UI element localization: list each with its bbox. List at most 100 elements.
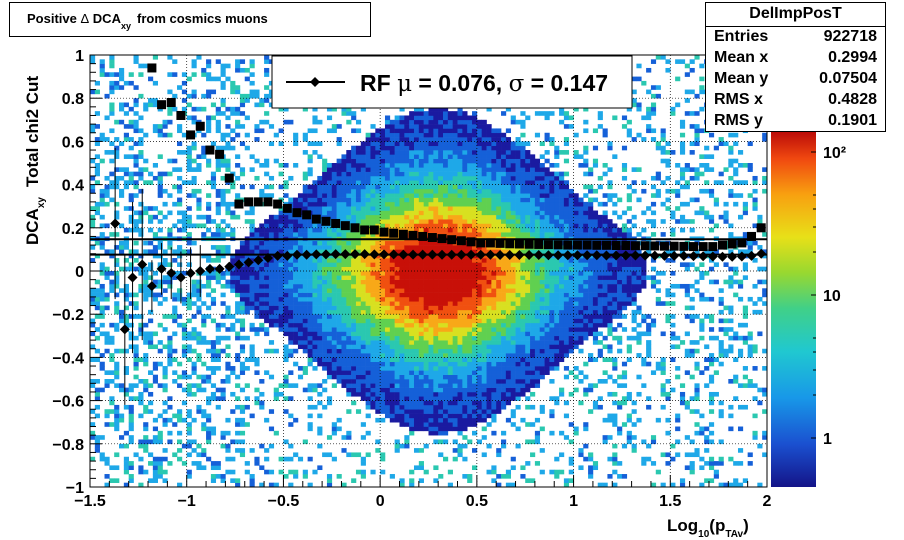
heatmap-cell xyxy=(365,348,371,354)
heatmap-cell xyxy=(104,115,110,121)
heatmap-cell xyxy=(94,387,100,393)
heatmap-cell xyxy=(186,158,192,164)
heatmap-cell xyxy=(186,301,192,306)
heatmap-cell xyxy=(447,145,453,151)
heatmap-cell xyxy=(360,314,366,319)
heatmap-cell xyxy=(394,344,400,350)
heatmap-cell xyxy=(472,417,478,423)
heatmap-cell xyxy=(99,240,105,246)
heatmap-cell xyxy=(148,478,154,483)
heatmap-cell xyxy=(384,150,391,155)
heatmap-cell xyxy=(452,171,458,177)
heatmap-cell xyxy=(244,132,250,138)
heatmap-cell xyxy=(283,396,289,401)
heatmap-cell xyxy=(336,318,342,324)
heatmap-cell xyxy=(375,409,381,414)
heatmap-cell xyxy=(341,197,347,203)
heatmap-cell xyxy=(331,128,337,134)
heatmap-cell xyxy=(505,219,512,224)
heatmap-cell xyxy=(157,322,163,328)
heatmap-cell xyxy=(418,119,424,125)
heatmap-cell xyxy=(336,296,342,302)
heatmap-cell xyxy=(341,482,347,487)
heatmap-cell xyxy=(186,219,192,224)
heatmap-cell xyxy=(375,296,381,302)
heatmap-cell xyxy=(375,379,381,384)
heatmap-cell xyxy=(515,188,521,194)
heatmap-cell xyxy=(501,361,507,367)
heatmap-cell xyxy=(196,353,202,358)
heatmap-cell xyxy=(452,184,458,190)
heatmap-cell xyxy=(283,288,289,293)
heatmap-cell xyxy=(341,232,347,237)
heatmap-cell xyxy=(452,396,458,401)
heatmap-cell xyxy=(413,370,420,375)
heatmap-cell xyxy=(331,201,337,207)
heatmap-cell xyxy=(365,158,371,164)
heatmap-cell xyxy=(452,327,458,332)
heatmap-cell xyxy=(389,387,395,393)
heatmap-cell xyxy=(235,214,241,220)
heatmap-cell xyxy=(268,214,275,220)
heatmap-cell xyxy=(481,271,487,276)
heatmap-cell xyxy=(447,391,453,397)
heatmap-cell xyxy=(326,271,333,276)
heatmap-cell xyxy=(317,271,323,276)
heatmap-cell xyxy=(288,223,294,229)
heatmap-cell xyxy=(476,292,482,298)
heatmap-cell xyxy=(370,309,376,315)
heatmap-cell xyxy=(109,59,115,64)
heatmap-cell xyxy=(220,232,226,237)
heatmap-cell xyxy=(510,193,516,198)
heatmap-cell xyxy=(273,430,279,436)
heatmap-cell xyxy=(90,301,96,306)
heatmap-cell xyxy=(162,214,168,220)
heatmap-cell xyxy=(123,318,129,324)
heatmap-cell xyxy=(302,266,308,272)
heatmap-cell xyxy=(491,128,497,134)
heatmap-cell xyxy=(244,240,250,246)
heatmap-cell xyxy=(181,400,188,406)
heatmap-cell xyxy=(409,206,415,211)
heatmap-cell xyxy=(428,396,434,401)
heatmap-cell xyxy=(225,417,231,423)
heatmap-cell xyxy=(438,106,444,112)
heatmap-cell xyxy=(273,318,279,324)
heatmap-cell xyxy=(467,409,473,414)
heatmap-cell xyxy=(481,361,487,367)
heatmap-cell xyxy=(336,327,342,332)
heatmap-cell xyxy=(462,283,468,289)
heatmap-cell xyxy=(90,128,96,134)
heatmap-cell xyxy=(389,383,395,388)
heatmap-cell xyxy=(220,474,226,479)
heatmap-cell xyxy=(496,128,502,134)
heatmap-cell xyxy=(264,171,270,177)
heatmap-cell xyxy=(496,296,502,302)
heatmap-cell xyxy=(307,141,313,147)
heatmap-cell xyxy=(394,197,400,203)
heatmap-cell xyxy=(515,344,521,350)
heatmap-cell xyxy=(360,344,366,350)
heatmap-cell xyxy=(220,163,226,168)
heatmap-cell xyxy=(428,331,434,337)
heatmap-cell xyxy=(225,76,231,82)
heatmap-cell xyxy=(501,227,507,233)
heatmap-cell xyxy=(404,150,410,155)
heatmap-cell xyxy=(215,357,221,363)
heatmap-cell xyxy=(138,288,144,293)
heatmap-cell xyxy=(317,353,323,358)
heatmap-cell xyxy=(181,249,188,255)
heatmap-cell xyxy=(457,115,463,121)
heatmap-cell xyxy=(225,141,231,147)
heatmap-cell xyxy=(293,245,299,250)
heatmap-cell xyxy=(384,266,391,272)
heatmap-cell xyxy=(360,361,366,367)
heatmap-cell xyxy=(394,448,400,453)
heatmap-cell xyxy=(380,154,386,159)
heatmap-cell xyxy=(326,288,333,293)
heatmap-cell xyxy=(380,262,386,267)
heatmap-cell xyxy=(457,391,463,397)
heatmap-cell xyxy=(457,396,463,401)
heatmap-cell xyxy=(138,72,144,77)
heatmap-cell xyxy=(186,206,192,211)
